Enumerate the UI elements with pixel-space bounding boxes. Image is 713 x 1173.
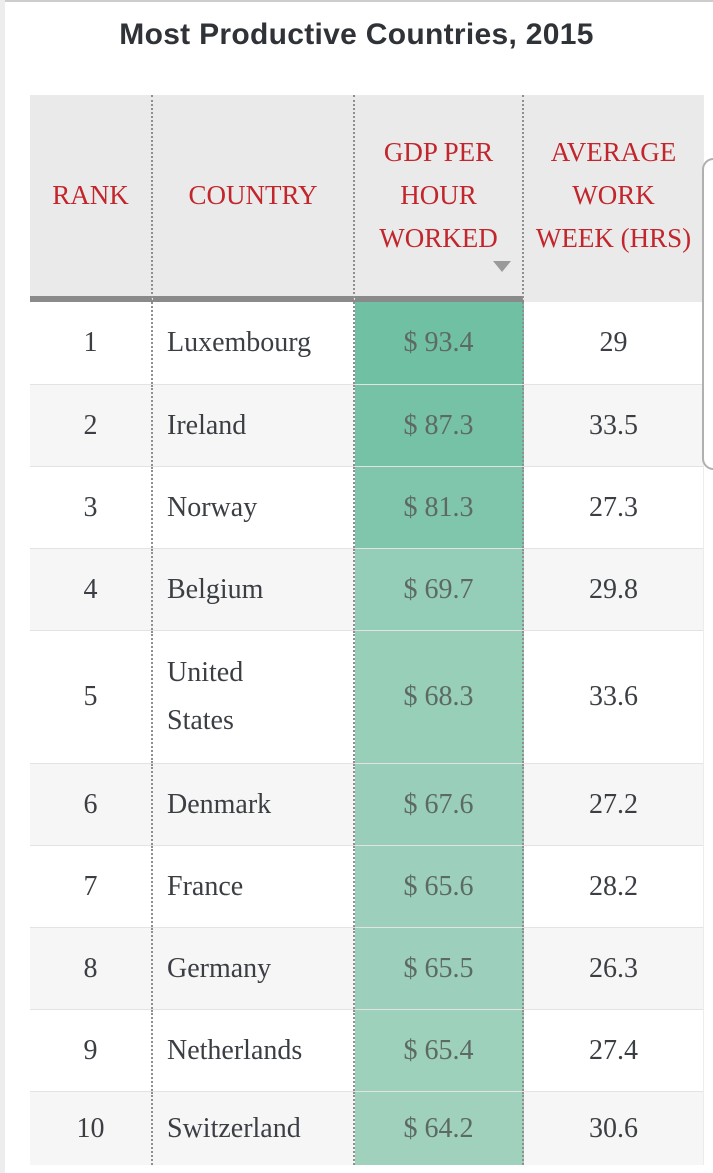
work-week-cell: 29.8 [589,573,638,605]
left-edge-strip [0,0,5,1173]
country-cell: Norway [153,467,355,548]
column-header-country[interactable]: COUNTRY [153,95,355,302]
work-week-cell: 27.2 [589,788,638,820]
table-row: 10 Switzerland $ 64.2 30.6 [30,1091,703,1165]
table-row: 4 Belgium $ 69.7 29.8 [30,548,703,630]
column-header-work-week-label: AVERAGE WORK WEEK (HRS) [535,136,692,254]
table-row: 6 Denmark $ 67.6 27.2 [30,763,703,845]
work-week-cell: 27.4 [589,1034,638,1066]
productivity-table: RANK COUNTRY GDP PER HOUR WORKED AVERAGE… [30,95,704,1165]
table-row: 7 France $ 65.6 28.2 [30,845,703,927]
rank-cell: 4 [30,549,153,630]
gdp-cell: $ 65.4 [355,1010,524,1091]
gdp-cell: $ 68.3 [355,631,524,763]
work-week-cell: 26.3 [589,952,638,984]
rank-cell: 7 [30,846,153,927]
work-week-cell: 27.3 [589,491,638,523]
top-edge-line [0,0,713,2]
work-week-cell: 33.5 [589,409,638,441]
country-cell: Switzerland [153,1092,355,1165]
column-header-work-week[interactable]: AVERAGE WORK WEEK (HRS) [524,95,703,302]
gdp-cell: $ 69.7 [355,549,524,630]
rank-cell: 9 [30,1010,153,1091]
sort-desc-triangle-icon [493,261,511,272]
column-header-rank-label: RANK [52,179,129,210]
table-header: RANK COUNTRY GDP PER HOUR WORKED AVERAGE… [30,95,703,302]
work-week-cell: 28.2 [589,870,638,902]
gdp-cell: $ 65.5 [355,928,524,1009]
page-title: Most Productive Countries, 2015 [119,18,594,51]
gdp-cell: $ 65.6 [355,846,524,927]
country-cell: United States [153,631,355,763]
work-week-cell: 33.6 [589,681,638,713]
rank-cell: 1 [30,302,153,384]
gdp-cell: $ 81.3 [355,467,524,548]
column-header-gdp-label: GDP PER HOUR WORKED [379,136,498,254]
gdp-cell: $ 64.2 [355,1092,524,1165]
rank-cell: 5 [30,631,153,763]
table-row: 3 Norway $ 81.3 27.3 [30,466,703,548]
country-cell: Netherlands [153,1010,355,1091]
work-week-cell: 30.6 [589,1112,638,1144]
column-header-rank[interactable]: RANK [30,95,153,302]
work-week-cell: 29 [599,327,628,359]
country-cell: France [153,846,355,927]
gdp-cell: $ 93.4 [355,302,524,384]
column-header-country-label: COUNTRY [188,179,318,210]
table-row: 8 Germany $ 65.5 26.3 [30,927,703,1009]
gdp-cell: $ 67.6 [355,764,524,845]
country-cell: Germany [153,928,355,1009]
table-row: 9 Netherlands $ 65.4 27.4 [30,1009,703,1091]
rank-cell: 6 [30,764,153,845]
table-row: 1 Luxembourg $ 93.4 29 [30,302,703,384]
rank-cell: 3 [30,467,153,548]
country-cell: Luxembourg [153,302,355,384]
country-cell: Belgium [153,549,355,630]
column-header-gdp[interactable]: GDP PER HOUR WORKED [355,95,524,302]
table-row: 5 United States $ 68.3 33.6 [30,630,703,763]
country-cell: Denmark [153,764,355,845]
rank-cell: 10 [30,1092,153,1165]
table-body: 1 Luxembourg $ 93.4 29 2 Ireland $ 87.3 … [30,302,703,1165]
gdp-cell: $ 87.3 [355,385,524,466]
rank-cell: 2 [30,385,153,466]
rank-cell: 8 [30,928,153,1009]
country-cell: Ireland [153,385,355,466]
table-row: 2 Ireland $ 87.3 33.5 [30,384,703,466]
scrollbar-thumb[interactable] [702,158,713,470]
